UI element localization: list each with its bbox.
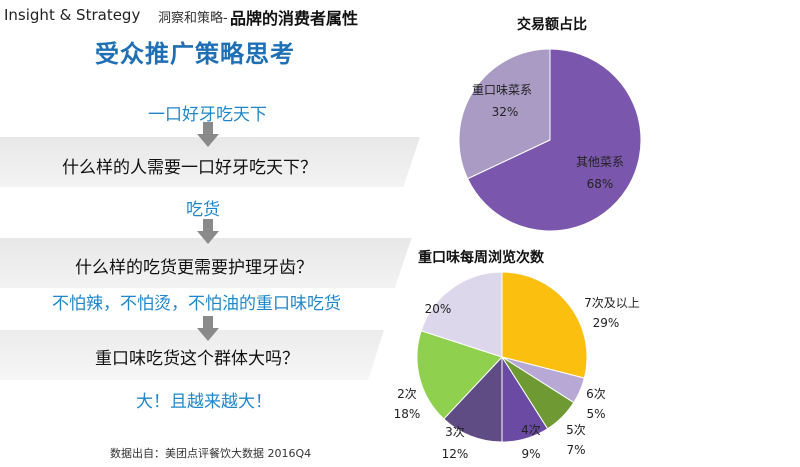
pie1-category-label: 重口味菜系 — [472, 83, 532, 97]
pie2-slice — [420, 271, 503, 358]
header-bar: Insight & Strategy 洞察和策略- 品牌的消费者属性 — [0, 0, 470, 28]
flow-step: 什么样的吃货更需要护理牙齿？ — [75, 258, 313, 278]
pie1-slice — [466, 48, 642, 232]
pie2-category-label: 6次 — [586, 387, 606, 401]
pie2-slice — [501, 271, 588, 379]
pie2-value-label: 7% — [566, 443, 585, 457]
pie2-category-label: 2次 — [397, 387, 417, 401]
pie2-value-label: 20% — [425, 302, 452, 316]
pie2-category-label: 5次 — [566, 423, 586, 437]
pie2-category-label: 7次及以上 — [584, 296, 640, 310]
pie1-slice — [458, 48, 551, 180]
pie2-value-label: 18% — [394, 407, 421, 421]
pie1-title: 交易额占比 — [517, 17, 587, 33]
pie1-value-label: 32% — [492, 105, 519, 119]
flow-step: 什么样的人需要一口好牙吃天下？ — [62, 158, 317, 178]
flow-step: 不怕辣，不怕烫，不怕油的重口味吃货 — [52, 294, 341, 314]
data-source: 数据出自：美团点评餐饮大数据 2016Q4 — [110, 447, 312, 460]
pie2-value-label: 5% — [586, 407, 605, 421]
down-arrow-icon — [197, 219, 219, 245]
pie2-category-label: 3次 — [445, 425, 465, 439]
pie1-value-label: 68% — [587, 177, 614, 191]
pie2-category-label: 4次 — [521, 423, 541, 437]
question-band — [0, 330, 384, 380]
flow-step: 吃货 — [186, 200, 220, 220]
pie2-title: 重口味每周浏览次数 — [418, 250, 544, 266]
question-band — [0, 238, 412, 288]
page-title: 受众推广策略思考 — [95, 40, 295, 68]
pie2-value-label: 12% — [442, 447, 469, 461]
brand-chinese: 洞察和策略- — [158, 11, 228, 26]
down-arrow-icon — [197, 316, 219, 342]
brand-english: Insight & Strategy — [4, 6, 141, 24]
pie2-slice — [416, 330, 503, 420]
pie2-value-label: 29% — [593, 316, 620, 330]
header-subtitle: 品牌的消费者属性 — [230, 9, 359, 28]
flow-step: 一口好牙吃天下 — [148, 105, 267, 125]
flow-step: 大！且越来越大！ — [136, 392, 272, 412]
flow-step: 重口味吃货这个群体大吗？ — [95, 349, 299, 369]
pie2-value-label: 9% — [521, 447, 540, 461]
pie1-category-label: 其他菜系 — [576, 155, 624, 169]
down-arrow-icon — [197, 122, 219, 148]
pie2-slice — [443, 355, 503, 443]
